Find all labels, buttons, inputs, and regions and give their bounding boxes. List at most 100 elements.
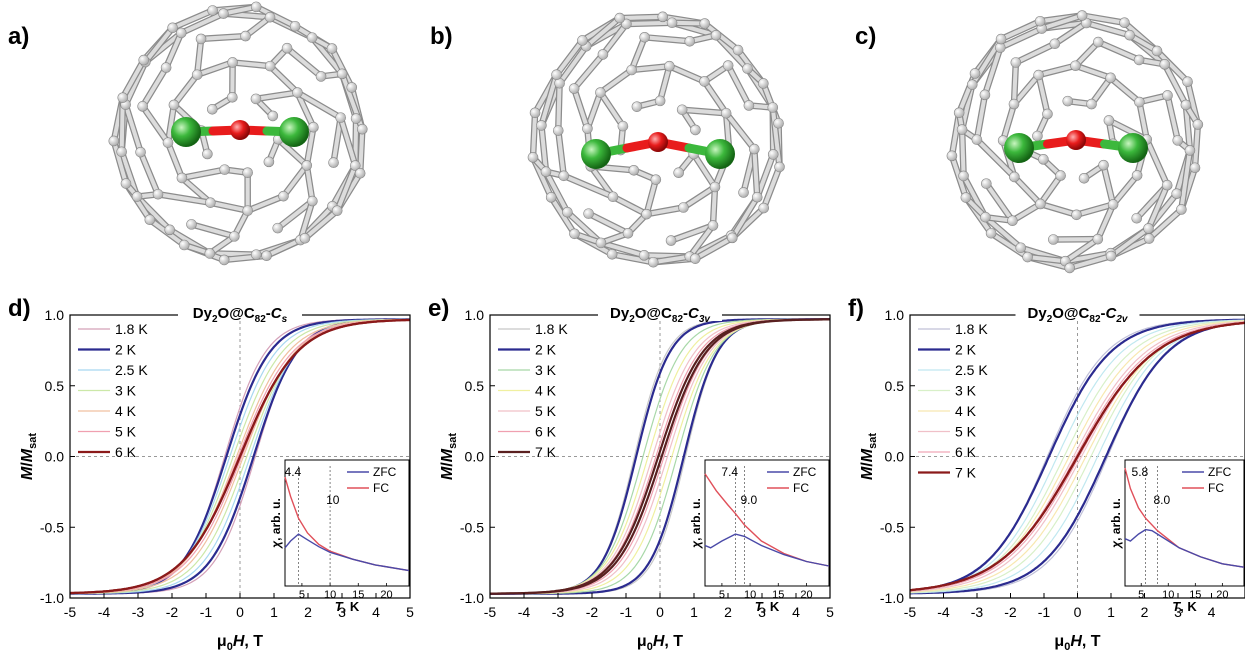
carbon-atom (168, 99, 180, 111)
cage-bond-highlight (245, 194, 286, 213)
carbon-atom (1107, 199, 1119, 210)
carbon-atom (218, 254, 230, 266)
x-tick-label: 0 (236, 604, 244, 620)
carbon-atom (529, 107, 541, 119)
cage-bond-highlight (670, 20, 707, 26)
legend-label: 3 K (115, 383, 137, 399)
carbon-atom (774, 161, 785, 173)
carbon-atom (767, 149, 779, 160)
chart-title: Dy2O@C82-Cs (193, 305, 288, 325)
cage-bond-highlight (170, 8, 215, 30)
carbon-atom (292, 87, 303, 98)
carbon-atom (307, 195, 318, 207)
carbon-atom (773, 117, 784, 129)
carbon-atom (751, 191, 763, 203)
cage-bond-highlight (629, 35, 647, 73)
dy-atom (279, 117, 309, 147)
carbon-atom (289, 20, 301, 32)
series-group (909, 318, 1245, 595)
carbon-atom (569, 228, 580, 240)
dy2o-cluster (1004, 130, 1148, 163)
carbon-atom (607, 191, 619, 203)
carbon-atom (710, 30, 722, 41)
inset-marker-label: 8.0 (1153, 493, 1170, 507)
cage-bond-highlight (1012, 174, 1043, 206)
cage-bond-highlight (179, 167, 227, 180)
cage-bond-highlight (1144, 137, 1170, 188)
carbon-atom (527, 152, 539, 163)
carbon-atom (137, 101, 148, 112)
cage-bond-highlight (586, 211, 631, 236)
cage-bond-highlight (140, 65, 169, 109)
fullerene-cage-c3v (527, 11, 785, 268)
hysteresis-chart-cs: d) Dy2O@C82-Cs 1.0 0.5 0.0 -0.5 -1.0-5 -4 -3 -2 -1… (8, 295, 414, 652)
carbon-atom (946, 150, 958, 162)
cage-bond-highlight (1063, 237, 1100, 264)
cage-bond-highlight (304, 163, 315, 204)
carbon-atom (582, 123, 593, 134)
carbon-atom (205, 197, 216, 208)
hysteresis-curve-up (910, 321, 1245, 595)
cage-bond-highlight (752, 147, 760, 200)
cage-bond-highlight (221, 4, 259, 16)
dy-atom (705, 139, 735, 169)
y-tick-label: -0.5 (460, 519, 484, 535)
o-atom (648, 132, 668, 152)
inset-x-tick-label: 10 (744, 589, 756, 601)
carbon-atom (250, 93, 262, 105)
y-tick-label: 1.0 (885, 307, 905, 323)
x-tick-label: 5 (406, 604, 414, 620)
cage-bond-highlight (330, 46, 354, 90)
carbon-atom (726, 232, 738, 244)
carbon-atom (1033, 69, 1044, 81)
carbon-atom (690, 124, 701, 136)
cage-atoms (946, 10, 1204, 274)
carbon-atom (699, 76, 710, 87)
legend-label: 5 K (535, 403, 557, 419)
inset-x-tick-label: 20 (380, 589, 392, 601)
cage-bond-highlight (1036, 63, 1078, 78)
carbon-atom (1038, 154, 1049, 165)
carbon-atom (758, 78, 769, 89)
carbon-atom (175, 27, 187, 39)
x-axis-label: μ0H, T (217, 633, 263, 652)
x-tick-label: -1 (200, 604, 213, 620)
cage-bond-highlight (531, 110, 538, 160)
carbon-atom (638, 250, 650, 261)
carbon-atom (676, 104, 688, 116)
carbon-atom (654, 95, 666, 107)
cage-bond-highlight (554, 38, 585, 77)
carbon-atom (1064, 262, 1076, 274)
carbon-atom (242, 205, 254, 216)
carbon-atom (195, 33, 207, 45)
inset-legend-label: FC (1208, 481, 1224, 495)
carbon-atom (657, 11, 669, 23)
legend-label: 4 K (115, 403, 137, 419)
legend-label: 2.5 K (955, 362, 988, 378)
dy-atom (171, 117, 201, 147)
carbon-atom (162, 137, 174, 148)
x-tick-label: -4 (937, 604, 950, 620)
carbon-atom (617, 120, 629, 132)
o-atom (230, 120, 250, 140)
inset-x-tick-label: 5 (719, 589, 725, 601)
cage-bond-highlight (974, 92, 987, 142)
carbon-atom (1105, 250, 1117, 262)
cage-bond-highlight (644, 177, 658, 217)
x-tick-label: 3 (758, 604, 766, 620)
x-tick-label: -5 (904, 604, 917, 620)
carbon-atom (1010, 57, 1022, 68)
carbon-atom (631, 101, 643, 112)
cage-bond-highlight (611, 194, 649, 217)
cage-bond-highlight (984, 181, 1015, 223)
y-tick-label: 0.0 (885, 449, 905, 465)
x-tick-label: -5 (484, 604, 497, 620)
inset-x-tick-label: 15 (772, 589, 784, 601)
zfc-curve (1124, 528, 1245, 568)
cage-bond-highlight (298, 199, 315, 243)
x-tick-label: 1 (690, 604, 698, 620)
carbon-atom (308, 121, 319, 133)
cage-bond-highlight (302, 208, 340, 241)
carbon-atom (1172, 135, 1184, 146)
panel-letter: f) (848, 295, 864, 322)
